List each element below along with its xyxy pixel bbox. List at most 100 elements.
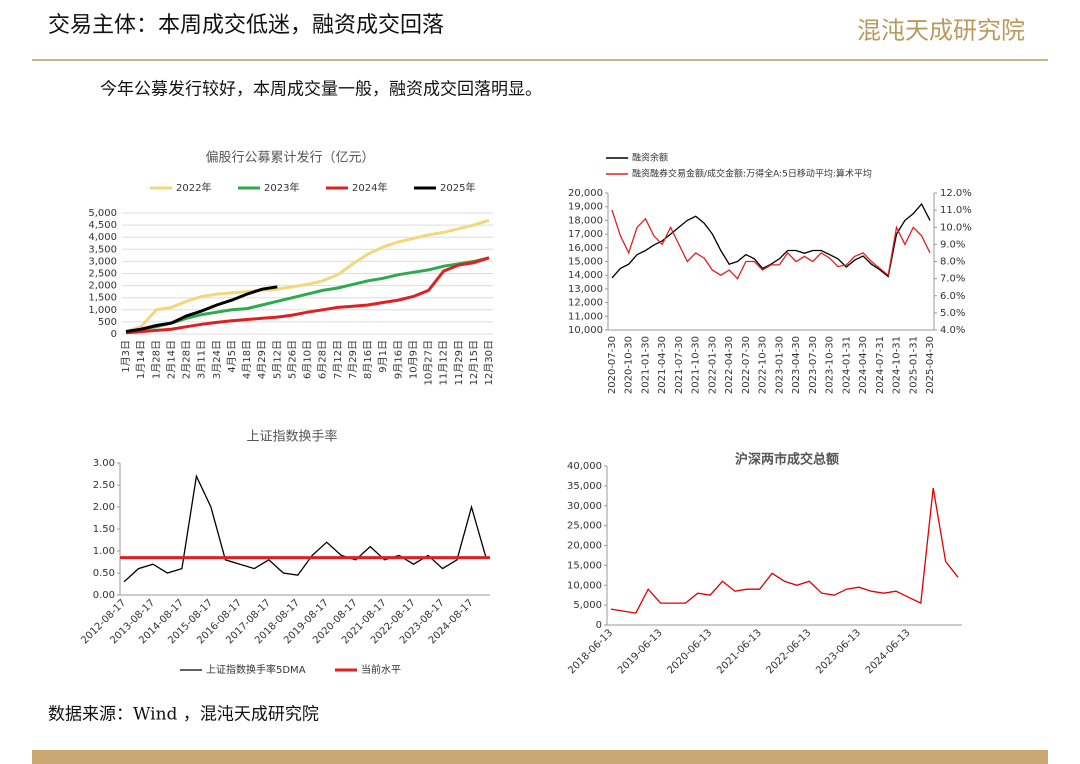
x-tick-label: 1月14日	[135, 340, 147, 379]
y-tick-label: 25,000	[567, 521, 602, 532]
y-tick-label: 2,500	[88, 269, 117, 280]
legend-label: 当前水平	[361, 663, 401, 676]
y-tick-label: 15,000	[567, 560, 602, 571]
x-tick-label: 6月10日	[302, 340, 314, 379]
y-tick-label: 17,000	[568, 229, 603, 240]
y2-tick-label: 4.0%	[940, 325, 965, 336]
x-tick-label: 3月24日	[211, 340, 223, 379]
y2-tick-label: 7.0%	[940, 274, 965, 285]
series-line	[125, 256, 490, 334]
x-tick-label: 12月30日	[483, 340, 495, 385]
series-line	[125, 218, 490, 334]
x-tick-label: 2022-04-30	[724, 336, 735, 394]
y-tick-label: 0.00	[93, 590, 115, 601]
y2-tick-label: 11.0%	[940, 205, 972, 216]
x-tick-label: 2020-06-13	[666, 627, 715, 676]
x-tick-label: 2023-07-30	[808, 336, 819, 394]
x-tick-label: 2019-06-13	[616, 627, 665, 676]
logo: 混沌天成研究院	[857, 17, 1025, 45]
y-tick-label: 40,000	[567, 461, 602, 472]
legend-label: 2024年	[352, 181, 387, 194]
x-tick-label: 2018-06-13	[566, 627, 615, 676]
x-tick-label: 2024-01-31	[841, 336, 852, 394]
y-tick-label: 16,000	[568, 243, 603, 254]
series-line	[125, 256, 490, 335]
chart-title: 沪深两市成交总额	[735, 452, 839, 468]
x-tick-label: 11月29日	[453, 340, 465, 385]
y-tick-label: 2.00	[93, 502, 115, 513]
x-tick-label: 2024-07-31	[875, 336, 886, 394]
source: 数据来源：Wind ，混沌天成研究院	[48, 705, 319, 725]
y-tick-label: 500	[98, 317, 117, 328]
x-tick-label: 8月16日	[362, 340, 374, 379]
x-tick-label: 2023-01-30	[774, 336, 785, 394]
y2-tick-label: 5.0%	[940, 308, 965, 319]
x-tick-label: 12月15日	[468, 340, 480, 385]
x-tick-label: 6月28日	[317, 340, 329, 379]
series-line	[125, 285, 278, 334]
y-tick-label: 1,500	[88, 293, 117, 304]
chart-title: 偏股行公募累计发行（亿元）	[205, 150, 374, 166]
y-tick-label: 1.00	[93, 546, 115, 557]
y-tick-label: 10,000	[567, 580, 602, 591]
y-tick-label: 19,000	[568, 202, 603, 213]
legend-label: 融资融券交易金额/成交金额:万得全A:5日移动平均:算术平均	[632, 168, 872, 180]
x-tick-label: 11月12日	[438, 340, 450, 385]
y-tick-label: 4,000	[88, 232, 117, 243]
legend-label: 2025年	[440, 181, 475, 194]
legend-label: 上证指数换手率5DMA	[206, 663, 306, 676]
y-tick-label: 2.50	[93, 480, 115, 491]
y2-tick-label: 12.0%	[940, 188, 972, 199]
y2-tick-label: 6.0%	[940, 291, 965, 302]
y-tick-label: 0	[596, 620, 602, 631]
legend-label: 2022年	[176, 181, 211, 194]
footer-bar	[32, 750, 1048, 764]
y-tick-label: 3,500	[88, 244, 117, 255]
x-tick-label: 10月9日	[407, 340, 419, 379]
x-tick-label: 4月29日	[256, 340, 268, 379]
x-tick-label: 9月16日	[392, 340, 404, 379]
y-tick-label: 15,000	[568, 257, 603, 268]
x-tick-label: 1月28日	[150, 340, 162, 379]
x-tick-label: 2025-04-30	[925, 336, 936, 394]
x-tick-label: 2024-06-13	[864, 627, 913, 676]
x-tick-label: 9月1日	[377, 340, 389, 373]
y-tick-label: 0.50	[93, 568, 115, 579]
page-title: 交易主体：本周成交低迷，融资成交回落	[48, 13, 444, 38]
x-tick-label: 2023-04-30	[791, 336, 802, 394]
x-tick-label: 7月29日	[347, 340, 359, 379]
x-tick-label: 2025-01-31	[908, 336, 919, 394]
y2-tick-label: 9.0%	[940, 239, 965, 250]
x-tick-label: 2022-06-13	[765, 627, 814, 676]
y-tick-label: 5,000	[88, 208, 117, 219]
series-line	[611, 209, 931, 280]
x-tick-label: 2021-07-30	[674, 336, 685, 394]
legend-label: 2023年	[264, 181, 299, 194]
x-tick-label: 2月14日	[165, 340, 177, 379]
x-tick-label: 2024-10-31	[892, 336, 903, 394]
x-tick-label: 4月18日	[241, 340, 253, 379]
series-line	[123, 474, 487, 583]
y-tick-label: 3.00	[93, 458, 115, 469]
x-tick-label: 5月12日	[271, 340, 283, 379]
y-tick-label: 18,000	[568, 215, 603, 226]
y-tick-label: 4,500	[88, 220, 117, 231]
x-tick-label: 2021-04-30	[657, 336, 668, 394]
x-tick-label: 2021-06-13	[715, 627, 764, 676]
x-tick-label: 3月11日	[196, 340, 208, 379]
x-tick-label: 4月5日	[226, 340, 238, 373]
y-tick-label: 0	[111, 329, 117, 340]
y-tick-label: 13,000	[568, 284, 603, 295]
y-tick-label: 12,000	[568, 298, 603, 309]
x-tick-label: 2020-07-30	[607, 336, 618, 394]
y2-tick-label: 8.0%	[940, 257, 965, 268]
legend-label: 融资余额	[632, 152, 668, 164]
x-tick-label: 2022-10-30	[758, 336, 769, 394]
y-tick-label: 2,000	[88, 281, 117, 292]
y-tick-label: 30,000	[567, 501, 602, 512]
y-tick-label: 35,000	[567, 481, 602, 492]
y-tick-label: 1.50	[93, 524, 115, 535]
x-tick-label: 2023-06-13	[814, 627, 863, 676]
chart-title: 上证指数换手率	[246, 429, 337, 445]
